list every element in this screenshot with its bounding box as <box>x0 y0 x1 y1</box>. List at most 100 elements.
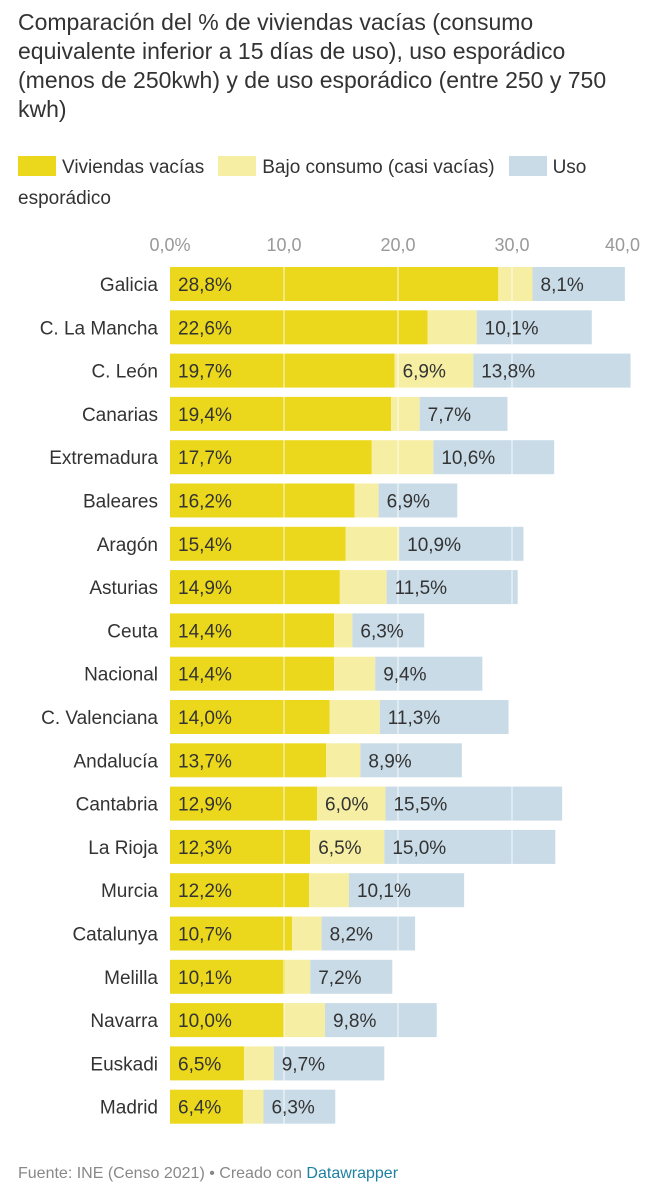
legend: Viviendas vacías Bajo consumo (casi vacía… <box>18 152 638 214</box>
x-tick-label: 0,0% <box>149 235 190 255</box>
bar-segment <box>291 916 322 951</box>
bar-segment <box>170 440 372 475</box>
category-label: Euskadi <box>90 1054 158 1075</box>
bar-segment <box>170 353 395 388</box>
data-label: 14,9% <box>178 578 232 599</box>
bar-segment <box>242 1089 264 1124</box>
source-text: Fuente: INE (Censo 2021) • Creado con <box>18 1165 307 1182</box>
data-label: 9,7% <box>282 1054 325 1075</box>
category-label: Baleares <box>83 492 158 513</box>
category-label: Catalunya <box>72 925 158 946</box>
bar-segment <box>170 1003 284 1038</box>
bar-segment <box>399 526 524 561</box>
bar-segment <box>360 743 462 778</box>
category-label: Nacional <box>84 665 158 686</box>
bar-segment <box>348 873 465 908</box>
data-label: 9,4% <box>383 665 426 686</box>
category-label: Navarra <box>90 1011 158 1032</box>
x-tick-label: 30,0 <box>494 235 529 255</box>
data-label: 7,2% <box>318 968 361 989</box>
bar-segment <box>386 570 518 605</box>
category-label: Canarias <box>82 405 158 426</box>
bar-segment <box>354 483 379 518</box>
data-label: 8,9% <box>368 751 411 772</box>
bar-segment <box>309 873 349 908</box>
legend-label: Viviendas vacías <box>62 157 205 178</box>
bar-segment <box>285 959 311 994</box>
bar-segment <box>433 440 555 475</box>
bar-segment <box>321 916 416 951</box>
data-label: 17,7% <box>178 448 232 469</box>
category-label: Murcia <box>101 881 158 902</box>
data-label: 6,5% <box>318 838 361 859</box>
bar-segment <box>498 267 533 301</box>
bar-segment <box>473 353 631 388</box>
category-label: C. Valenciana <box>41 708 158 729</box>
category-label: Extremadura <box>49 448 158 469</box>
category-label: C. León <box>91 362 158 383</box>
bar-segment <box>391 396 420 431</box>
legend-item: Bajo consumo (casi vacías) <box>218 156 495 178</box>
data-label: 13,7% <box>178 751 232 772</box>
bar-segment <box>170 786 318 821</box>
data-label: 10,9% <box>407 535 461 556</box>
category-label: Andalucía <box>73 751 158 772</box>
data-label: 28,8% <box>178 275 232 296</box>
data-label: 7,7% <box>428 405 471 426</box>
bar-segment <box>326 743 361 778</box>
legend-swatch <box>218 156 257 176</box>
bar-segment <box>284 1003 326 1038</box>
bar-segment <box>273 1046 385 1081</box>
bar-segment <box>339 570 387 605</box>
legend-label: Uso esporádico <box>18 157 587 209</box>
bar-segment <box>263 1089 336 1124</box>
data-label: 14,4% <box>178 621 232 642</box>
category-label: Galicia <box>100 275 159 296</box>
x-tick-label: 10,0 <box>266 235 301 255</box>
bar-segment <box>170 743 327 778</box>
bar-segment <box>170 613 335 648</box>
data-label: 6,9% <box>403 362 446 383</box>
bar-segment <box>419 396 508 431</box>
bar-segment <box>170 1046 245 1081</box>
data-label: 13,8% <box>481 362 535 383</box>
data-label: 19,7% <box>178 362 232 383</box>
x-tick-label: 20,0 <box>380 235 415 255</box>
data-label: 6,0% <box>325 795 368 816</box>
data-label: 11,5% <box>395 578 448 599</box>
bar-segment <box>532 267 625 301</box>
bar-segment <box>371 440 434 475</box>
data-label: 10,1% <box>357 881 411 902</box>
data-label: 10,7% <box>178 925 232 946</box>
data-label: 15,0% <box>392 838 446 859</box>
data-label: 10,6% <box>441 448 495 469</box>
bar-segment <box>394 353 474 388</box>
category-label: Melilla <box>104 968 158 989</box>
data-label: 15,5% <box>393 795 447 816</box>
datawrapper-link[interactable]: Datawrapper <box>306 1165 399 1182</box>
data-label: 10,0% <box>178 1011 232 1032</box>
bar-segment <box>378 483 458 518</box>
bar-segment <box>375 656 483 691</box>
bar-segment <box>170 916 292 951</box>
bar-segment <box>170 483 355 518</box>
chart: 0,0% 10,0 20,0 30,0 40,0 Galicia C. La Mancha C… <box>40 235 640 1133</box>
bar-segment <box>476 310 592 345</box>
category-label: Madrid <box>100 1098 158 1119</box>
data-label: 8,1% <box>541 275 584 296</box>
data-label: 16,2% <box>178 492 232 513</box>
legend-item: Uso esporádico <box>18 156 587 209</box>
bar-segment <box>317 786 386 821</box>
footer: Fuente: INE (Censo 2021) • Creado con Da… <box>18 1165 398 1183</box>
bar-segment <box>310 829 385 864</box>
data-label: 6,5% <box>178 1054 221 1075</box>
x-tick-label: 40,0 <box>605 235 640 255</box>
bar-segment <box>170 570 340 605</box>
bar-segment <box>170 396 392 431</box>
bar-segment <box>427 310 477 345</box>
legend-swatch <box>18 156 56 176</box>
bar-segment <box>325 1003 437 1038</box>
bar-segment <box>170 526 346 561</box>
data-label: 9,8% <box>333 1011 376 1032</box>
data-label: 19,4% <box>178 405 232 426</box>
